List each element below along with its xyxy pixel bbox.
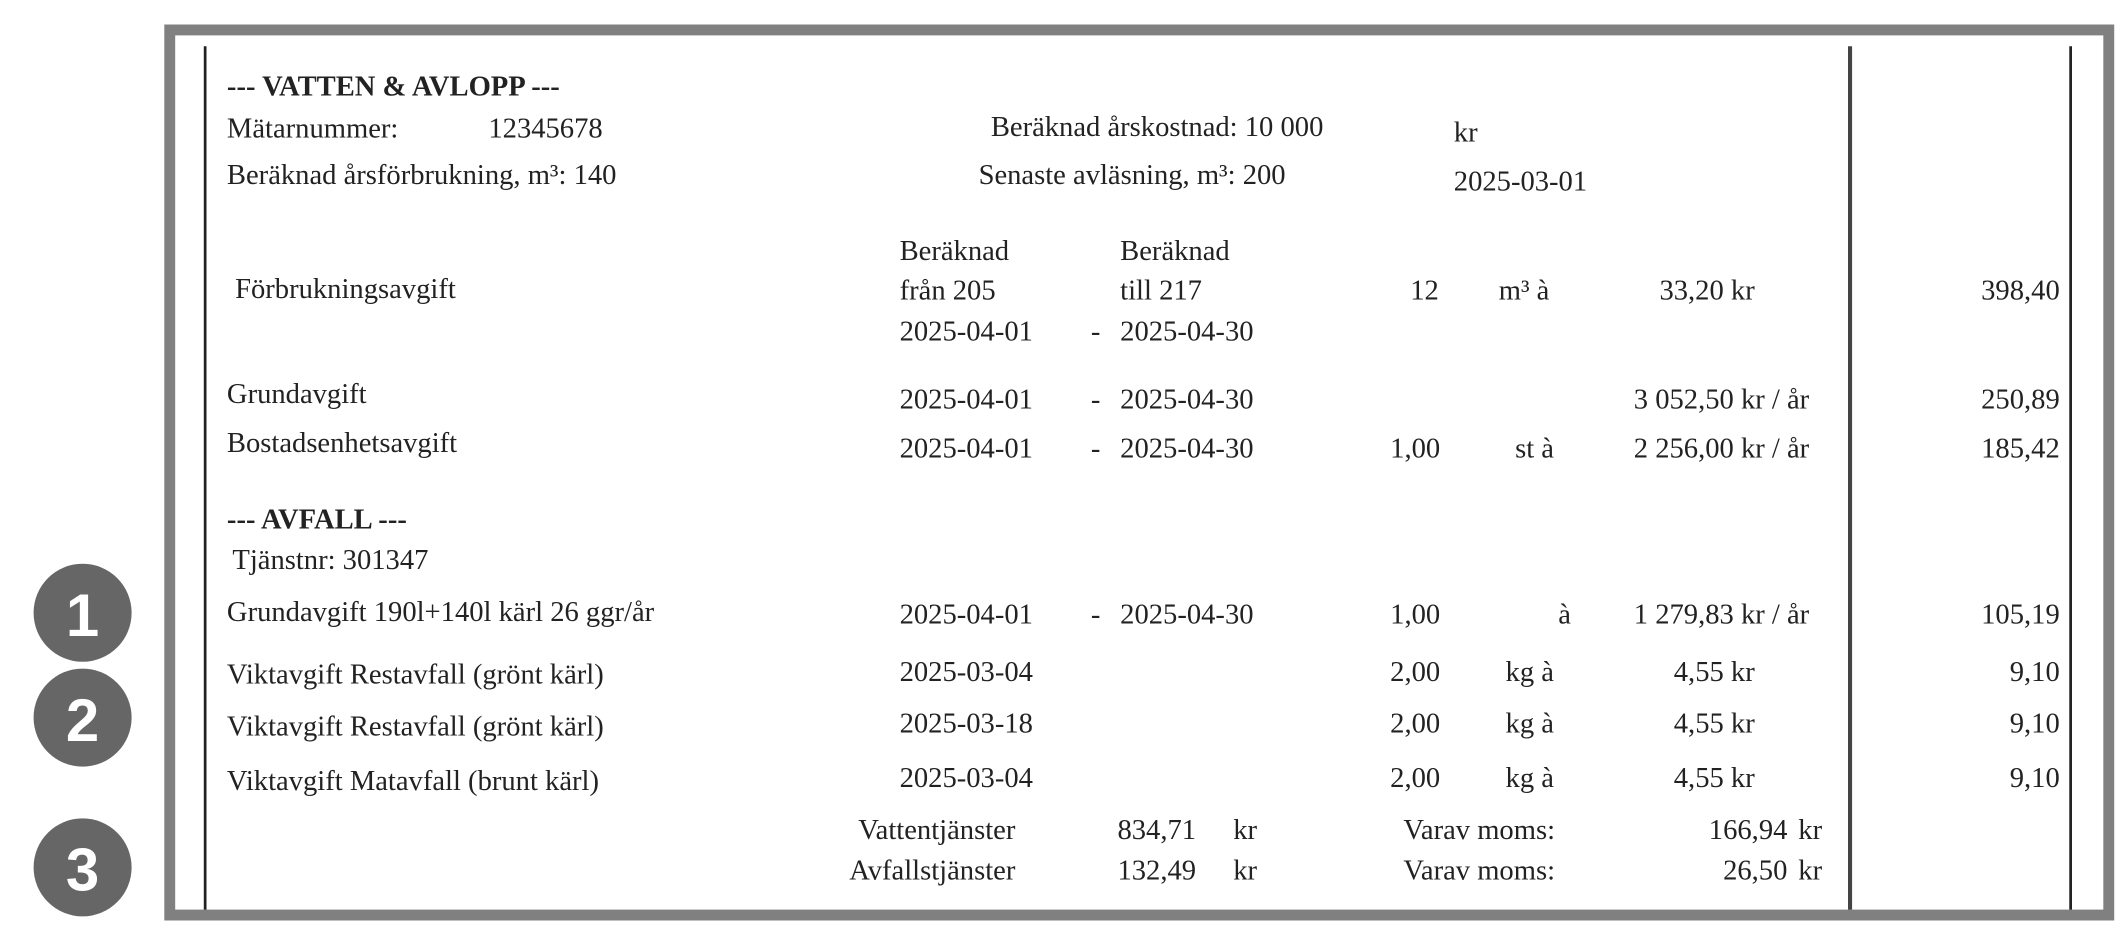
cell: Grundavgift bbox=[227, 379, 367, 410]
cell: kg à bbox=[1506, 763, 1555, 794]
cell: Beräknad bbox=[900, 236, 1010, 267]
cell: - bbox=[1091, 434, 1101, 465]
cell: - bbox=[1091, 600, 1101, 631]
cell: - bbox=[1091, 385, 1101, 416]
badge bbox=[33, 818, 132, 917]
section-title: --- AVFALL --- bbox=[227, 504, 407, 535]
badge-number: 3 bbox=[66, 837, 99, 904]
cell: Förbrukningsavgift bbox=[235, 274, 456, 305]
cell: 2025-04-01 bbox=[900, 600, 1033, 631]
cell: 185,42 bbox=[1981, 434, 2060, 465]
cell: - bbox=[1091, 316, 1101, 347]
cell: 33,20 kr bbox=[1659, 276, 1755, 307]
cell: 1,00 bbox=[1390, 434, 1440, 465]
cell: kg à bbox=[1506, 657, 1555, 688]
section-title: --- VATTEN & AVLOPP --- bbox=[227, 71, 560, 102]
cell: 9,10 bbox=[2010, 709, 2060, 740]
cell: 250,89 bbox=[1981, 385, 2060, 416]
cell: kg à bbox=[1506, 709, 1555, 740]
total-cell: 166,94 bbox=[1709, 815, 1788, 846]
label: Mätarnummer: bbox=[227, 114, 398, 145]
value: 12345678 bbox=[488, 114, 602, 145]
cell: Bostadsenhetsavgift bbox=[227, 428, 457, 459]
cell: 2025-04-30 bbox=[1120, 600, 1253, 631]
cell: 2,00 bbox=[1390, 657, 1440, 688]
cell: Grundavgift 190l+140l kärl 26 ggr/år bbox=[227, 597, 655, 628]
cell: 1,00 bbox=[1390, 600, 1440, 631]
cell: 1 279,83 kr / år bbox=[1634, 600, 1810, 631]
cell: Viktavgift Matavfall (brunt kärl) bbox=[227, 766, 599, 797]
cell: 2025-04-01 bbox=[900, 434, 1033, 465]
frame bbox=[164, 24, 2115, 921]
label: Beräknad årskostnad: 10 000 bbox=[991, 112, 1324, 143]
cell: 9,10 bbox=[2010, 657, 2060, 688]
total-cell: Varav moms: bbox=[1403, 856, 1555, 887]
cell: 2,00 bbox=[1390, 763, 1440, 794]
cell: 2025-04-01 bbox=[900, 316, 1033, 347]
label: Senaste avläsning, m³: 200 bbox=[979, 160, 1286, 191]
total-cell: kr bbox=[1798, 856, 1822, 887]
total-cell: Avfallstjänster bbox=[849, 856, 1016, 887]
total-cell: kr bbox=[1233, 856, 1257, 887]
label: Beräknad årsförbrukning, m³: 140 bbox=[227, 160, 617, 191]
cell: 2025-03-04 bbox=[900, 763, 1033, 794]
cell: till 217 bbox=[1120, 276, 1202, 307]
total-cell: Varav moms: bbox=[1403, 815, 1555, 846]
cell: m³ à bbox=[1499, 276, 1550, 307]
cell: 2025-04-01 bbox=[900, 385, 1033, 416]
badge-number: 1 bbox=[66, 582, 99, 649]
label: Tjänstnr: 301347 bbox=[232, 545, 428, 576]
cell: Viktavgift Restavfall (grönt kärl) bbox=[227, 711, 604, 742]
cell: 398,40 bbox=[1981, 276, 2060, 307]
cell: 2025-03-18 bbox=[900, 709, 1033, 740]
unit: kr bbox=[1454, 118, 1478, 149]
total-cell: Vattentjänster bbox=[858, 815, 1016, 846]
total-cell: kr bbox=[1233, 815, 1257, 846]
badge bbox=[33, 668, 132, 767]
badge-number: 2 bbox=[66, 687, 99, 754]
cell: 2025-04-30 bbox=[1120, 385, 1253, 416]
cell: 2025-04-30 bbox=[1120, 434, 1253, 465]
cell: Viktavgift Restavfall (grönt kärl) bbox=[227, 660, 604, 691]
cell: 9,10 bbox=[2010, 763, 2060, 794]
badge bbox=[33, 563, 132, 662]
cell: 105,19 bbox=[1981, 600, 2060, 631]
cell: Beräknad bbox=[1120, 236, 1230, 267]
cell: st à bbox=[1515, 434, 1554, 465]
total-cell: kr bbox=[1798, 815, 1822, 846]
cell: 4,55 kr bbox=[1674, 709, 1755, 740]
total-cell: 132,49 bbox=[1117, 856, 1196, 887]
cell: 2 256,00 kr / år bbox=[1634, 434, 1810, 465]
cell: 2025-03-04 bbox=[900, 657, 1033, 688]
cell: 2,00 bbox=[1390, 709, 1440, 740]
cell: 2025-04-30 bbox=[1120, 316, 1253, 347]
cell: 4,55 kr bbox=[1674, 763, 1755, 794]
total-cell: 834,71 bbox=[1117, 815, 1196, 846]
cell: 12 bbox=[1410, 276, 1439, 307]
value: 2025-03-01 bbox=[1454, 167, 1587, 198]
total-cell: 26,50 bbox=[1723, 856, 1787, 887]
cell: från 205 bbox=[900, 276, 996, 307]
cell: 4,55 kr bbox=[1674, 657, 1755, 688]
cell: 3 052,50 kr / år bbox=[1634, 385, 1810, 416]
cell: à bbox=[1558, 600, 1571, 631]
